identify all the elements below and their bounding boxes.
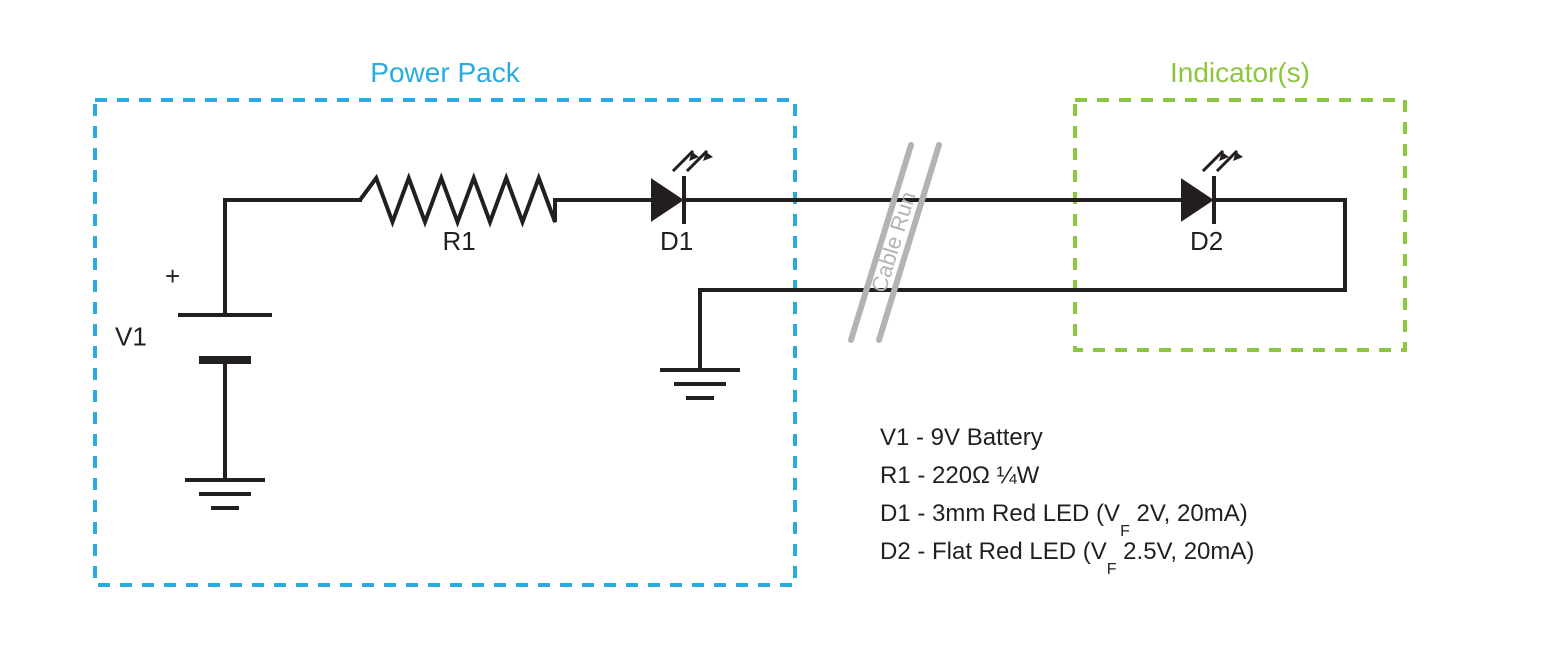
label-d1: D1 bbox=[660, 226, 693, 256]
legend-line: V1 - 9V Battery bbox=[880, 424, 1043, 451]
legend-line: D2 - Flat Red LED (VF 2.5V, 20mA) bbox=[880, 538, 1254, 578]
region-box bbox=[1075, 100, 1405, 350]
legend-line: D1 - 3mm Red LED (VF 2V, 20mA) bbox=[880, 500, 1248, 540]
resistor-r1 bbox=[360, 178, 555, 222]
region-title: Power Pack bbox=[370, 57, 520, 88]
label-cable-run: Cable Run bbox=[866, 189, 920, 296]
region-title: Indicator(s) bbox=[1170, 57, 1310, 88]
led-d1 bbox=[652, 180, 682, 220]
label-d2: D2 bbox=[1190, 226, 1223, 256]
battery-plus: + bbox=[165, 261, 180, 291]
led-d2 bbox=[1182, 180, 1212, 220]
region-box bbox=[95, 100, 795, 585]
label-v1: V1 bbox=[115, 322, 147, 352]
legend-line: R1 - 220Ω ¼W bbox=[880, 462, 1040, 489]
label-r1: R1 bbox=[443, 226, 476, 256]
